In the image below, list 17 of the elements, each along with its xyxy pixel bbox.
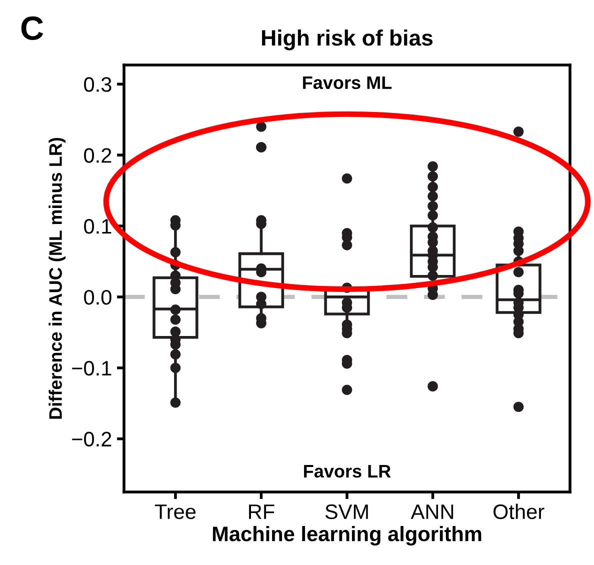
x-tick-label: Tree: [154, 504, 196, 520]
x-tick-label: Other: [493, 504, 544, 520]
x-tick-label: RF: [249, 504, 274, 519]
annotation: Favors ML: [303, 76, 392, 90]
y-tick-label: 0.0: [84, 290, 112, 305]
y-tick-label: −0.2: [72, 432, 112, 447]
y-tick-label: 0.2: [84, 148, 112, 163]
text: C: [21, 16, 44, 40]
x-axis-title: Machine learning algorithm: [212, 526, 482, 546]
y-tick-label: 0.1: [84, 219, 112, 234]
y-tick-label: −0.1: [72, 360, 112, 376]
x-tick-label: SVM: [325, 504, 368, 520]
y-tick-label: 0.3: [84, 77, 112, 92]
annotation: Favors LR: [304, 465, 391, 478]
y-axis-title: Difference in AUC (ML minus LR): [48, 138, 66, 419]
x-tick-label: ANN: [410, 504, 454, 519]
chart-title: High risk of bias: [262, 29, 433, 50]
